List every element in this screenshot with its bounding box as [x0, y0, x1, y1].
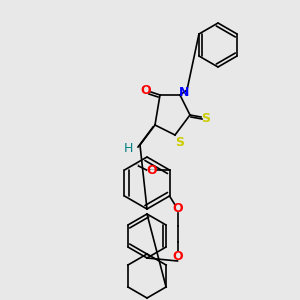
Text: methoxy: methoxy — [149, 169, 156, 170]
Text: O: O — [172, 202, 183, 214]
Text: O: O — [172, 250, 183, 262]
Text: N: N — [179, 85, 189, 98]
Text: O: O — [146, 164, 157, 176]
Text: S: S — [202, 112, 211, 124]
Text: O: O — [141, 83, 151, 97]
Text: methoxy: methoxy — [134, 164, 140, 165]
Text: S: S — [176, 136, 184, 149]
Text: H: H — [123, 142, 133, 155]
